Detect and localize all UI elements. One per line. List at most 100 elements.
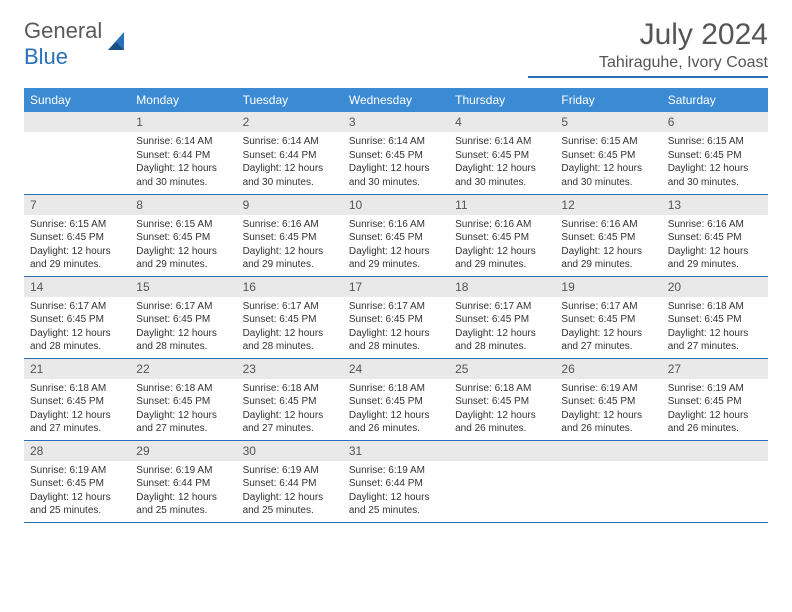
day-body: Sunrise: 6:15 AMSunset: 6:45 PMDaylight:… <box>24 215 130 275</box>
day-body: Sunrise: 6:17 AMSunset: 6:45 PMDaylight:… <box>343 297 449 357</box>
calendar-body: 1Sunrise: 6:14 AMSunset: 6:44 PMDaylight… <box>24 112 768 522</box>
day-number: 28 <box>24 441 130 461</box>
sunrise-line: Sunrise: 6:17 AM <box>561 300 655 314</box>
sunset-line: Sunset: 6:45 PM <box>349 395 443 409</box>
sunset-line: Sunset: 6:45 PM <box>668 313 762 327</box>
calendar-day: 7Sunrise: 6:15 AMSunset: 6:45 PMDaylight… <box>24 194 130 276</box>
day-number: 21 <box>24 359 130 379</box>
calendar-day: 30Sunrise: 6:19 AMSunset: 6:44 PMDayligh… <box>237 440 343 522</box>
day-body: Sunrise: 6:17 AMSunset: 6:45 PMDaylight:… <box>130 297 236 357</box>
sunrise-line: Sunrise: 6:18 AM <box>349 382 443 396</box>
calendar-day: 29Sunrise: 6:19 AMSunset: 6:44 PMDayligh… <box>130 440 236 522</box>
daylight-line: Daylight: 12 hours and 26 minutes. <box>668 409 762 436</box>
sunrise-line: Sunrise: 6:16 AM <box>561 218 655 232</box>
day-number: 22 <box>130 359 236 379</box>
sunrise-line: Sunrise: 6:18 AM <box>136 382 230 396</box>
sunset-line: Sunset: 6:45 PM <box>136 395 230 409</box>
calendar-row: 14Sunrise: 6:17 AMSunset: 6:45 PMDayligh… <box>24 276 768 358</box>
sunset-line: Sunset: 6:45 PM <box>349 149 443 163</box>
sunrise-line: Sunrise: 6:18 AM <box>243 382 337 396</box>
sunset-line: Sunset: 6:45 PM <box>455 395 549 409</box>
sunrise-line: Sunrise: 6:18 AM <box>455 382 549 396</box>
calendar-day: 8Sunrise: 6:15 AMSunset: 6:45 PMDaylight… <box>130 194 236 276</box>
weekday-header: Monday <box>130 88 236 112</box>
day-body: Sunrise: 6:18 AMSunset: 6:45 PMDaylight:… <box>662 297 768 357</box>
sunrise-line: Sunrise: 6:14 AM <box>455 135 549 149</box>
daylight-line: Daylight: 12 hours and 25 minutes. <box>30 491 124 518</box>
day-number: 3 <box>343 112 449 132</box>
sunset-line: Sunset: 6:45 PM <box>243 395 337 409</box>
calendar-row: 21Sunrise: 6:18 AMSunset: 6:45 PMDayligh… <box>24 358 768 440</box>
sunrise-line: Sunrise: 6:15 AM <box>30 218 124 232</box>
day-body: Sunrise: 6:14 AMSunset: 6:45 PMDaylight:… <box>449 132 555 192</box>
day-number: 9 <box>237 195 343 215</box>
day-number: 15 <box>130 277 236 297</box>
daylight-line: Daylight: 12 hours and 30 minutes. <box>455 162 549 189</box>
calendar-empty <box>449 440 555 522</box>
sunset-line: Sunset: 6:45 PM <box>668 395 762 409</box>
calendar-day: 17Sunrise: 6:17 AMSunset: 6:45 PMDayligh… <box>343 276 449 358</box>
day-number: 30 <box>237 441 343 461</box>
day-body: Sunrise: 6:15 AMSunset: 6:45 PMDaylight:… <box>555 132 661 192</box>
sunrise-line: Sunrise: 6:19 AM <box>243 464 337 478</box>
calendar-row: 28Sunrise: 6:19 AMSunset: 6:45 PMDayligh… <box>24 440 768 522</box>
day-body: Sunrise: 6:19 AMSunset: 6:44 PMDaylight:… <box>237 461 343 521</box>
sunrise-line: Sunrise: 6:19 AM <box>349 464 443 478</box>
calendar-day: 3Sunrise: 6:14 AMSunset: 6:45 PMDaylight… <box>343 112 449 194</box>
sunset-line: Sunset: 6:45 PM <box>349 231 443 245</box>
daylight-line: Daylight: 12 hours and 30 minutes. <box>243 162 337 189</box>
weekday-header-row: SundayMondayTuesdayWednesdayThursdayFrid… <box>24 88 768 112</box>
day-number: 1 <box>130 112 236 132</box>
calendar-day: 21Sunrise: 6:18 AMSunset: 6:45 PMDayligh… <box>24 358 130 440</box>
day-number: 4 <box>449 112 555 132</box>
month-title: July 2024 <box>528 18 768 52</box>
sunrise-line: Sunrise: 6:19 AM <box>30 464 124 478</box>
day-body: Sunrise: 6:18 AMSunset: 6:45 PMDaylight:… <box>130 379 236 439</box>
day-body: Sunrise: 6:16 AMSunset: 6:45 PMDaylight:… <box>343 215 449 275</box>
sunrise-line: Sunrise: 6:16 AM <box>349 218 443 232</box>
daylight-line: Daylight: 12 hours and 25 minutes. <box>349 491 443 518</box>
day-body: Sunrise: 6:15 AMSunset: 6:45 PMDaylight:… <box>130 215 236 275</box>
day-number: 18 <box>449 277 555 297</box>
calendar-day: 28Sunrise: 6:19 AMSunset: 6:45 PMDayligh… <box>24 440 130 522</box>
day-number: 13 <box>662 195 768 215</box>
sunrise-line: Sunrise: 6:16 AM <box>455 218 549 232</box>
sunset-line: Sunset: 6:45 PM <box>243 231 337 245</box>
sunset-line: Sunset: 6:45 PM <box>561 313 655 327</box>
daylight-line: Daylight: 12 hours and 29 minutes. <box>455 245 549 272</box>
day-number: 27 <box>662 359 768 379</box>
calendar-day: 16Sunrise: 6:17 AMSunset: 6:45 PMDayligh… <box>237 276 343 358</box>
sunrise-line: Sunrise: 6:16 AM <box>668 218 762 232</box>
calendar-day: 15Sunrise: 6:17 AMSunset: 6:45 PMDayligh… <box>130 276 236 358</box>
weekday-header: Saturday <box>662 88 768 112</box>
day-body: Sunrise: 6:19 AMSunset: 6:45 PMDaylight:… <box>555 379 661 439</box>
daylight-line: Daylight: 12 hours and 30 minutes. <box>668 162 762 189</box>
day-number: 24 <box>343 359 449 379</box>
day-body: Sunrise: 6:17 AMSunset: 6:45 PMDaylight:… <box>449 297 555 357</box>
day-number: 7 <box>24 195 130 215</box>
daylight-line: Daylight: 12 hours and 28 minutes. <box>136 327 230 354</box>
daylight-line: Daylight: 12 hours and 29 minutes. <box>243 245 337 272</box>
sail-icon <box>104 28 132 61</box>
calendar-day: 20Sunrise: 6:18 AMSunset: 6:45 PMDayligh… <box>662 276 768 358</box>
day-body: Sunrise: 6:19 AMSunset: 6:44 PMDaylight:… <box>130 461 236 521</box>
sunset-line: Sunset: 6:45 PM <box>455 313 549 327</box>
sunrise-line: Sunrise: 6:15 AM <box>668 135 762 149</box>
calendar-day: 2Sunrise: 6:14 AMSunset: 6:44 PMDaylight… <box>237 112 343 194</box>
daylight-line: Daylight: 12 hours and 29 minutes. <box>349 245 443 272</box>
day-body: Sunrise: 6:16 AMSunset: 6:45 PMDaylight:… <box>662 215 768 275</box>
sunset-line: Sunset: 6:45 PM <box>561 149 655 163</box>
daylight-line: Daylight: 12 hours and 27 minutes. <box>136 409 230 436</box>
calendar-table: SundayMondayTuesdayWednesdayThursdayFrid… <box>24 88 768 523</box>
calendar-day: 18Sunrise: 6:17 AMSunset: 6:45 PMDayligh… <box>449 276 555 358</box>
sunset-line: Sunset: 6:45 PM <box>30 313 124 327</box>
sunrise-line: Sunrise: 6:17 AM <box>136 300 230 314</box>
day-number: 11 <box>449 195 555 215</box>
calendar-day: 10Sunrise: 6:16 AMSunset: 6:45 PMDayligh… <box>343 194 449 276</box>
brand-part1: General <box>24 18 102 43</box>
calendar-day: 1Sunrise: 6:14 AMSunset: 6:44 PMDaylight… <box>130 112 236 194</box>
weekday-header: Thursday <box>449 88 555 112</box>
sunset-line: Sunset: 6:45 PM <box>455 149 549 163</box>
day-number: 5 <box>555 112 661 132</box>
sunrise-line: Sunrise: 6:19 AM <box>668 382 762 396</box>
